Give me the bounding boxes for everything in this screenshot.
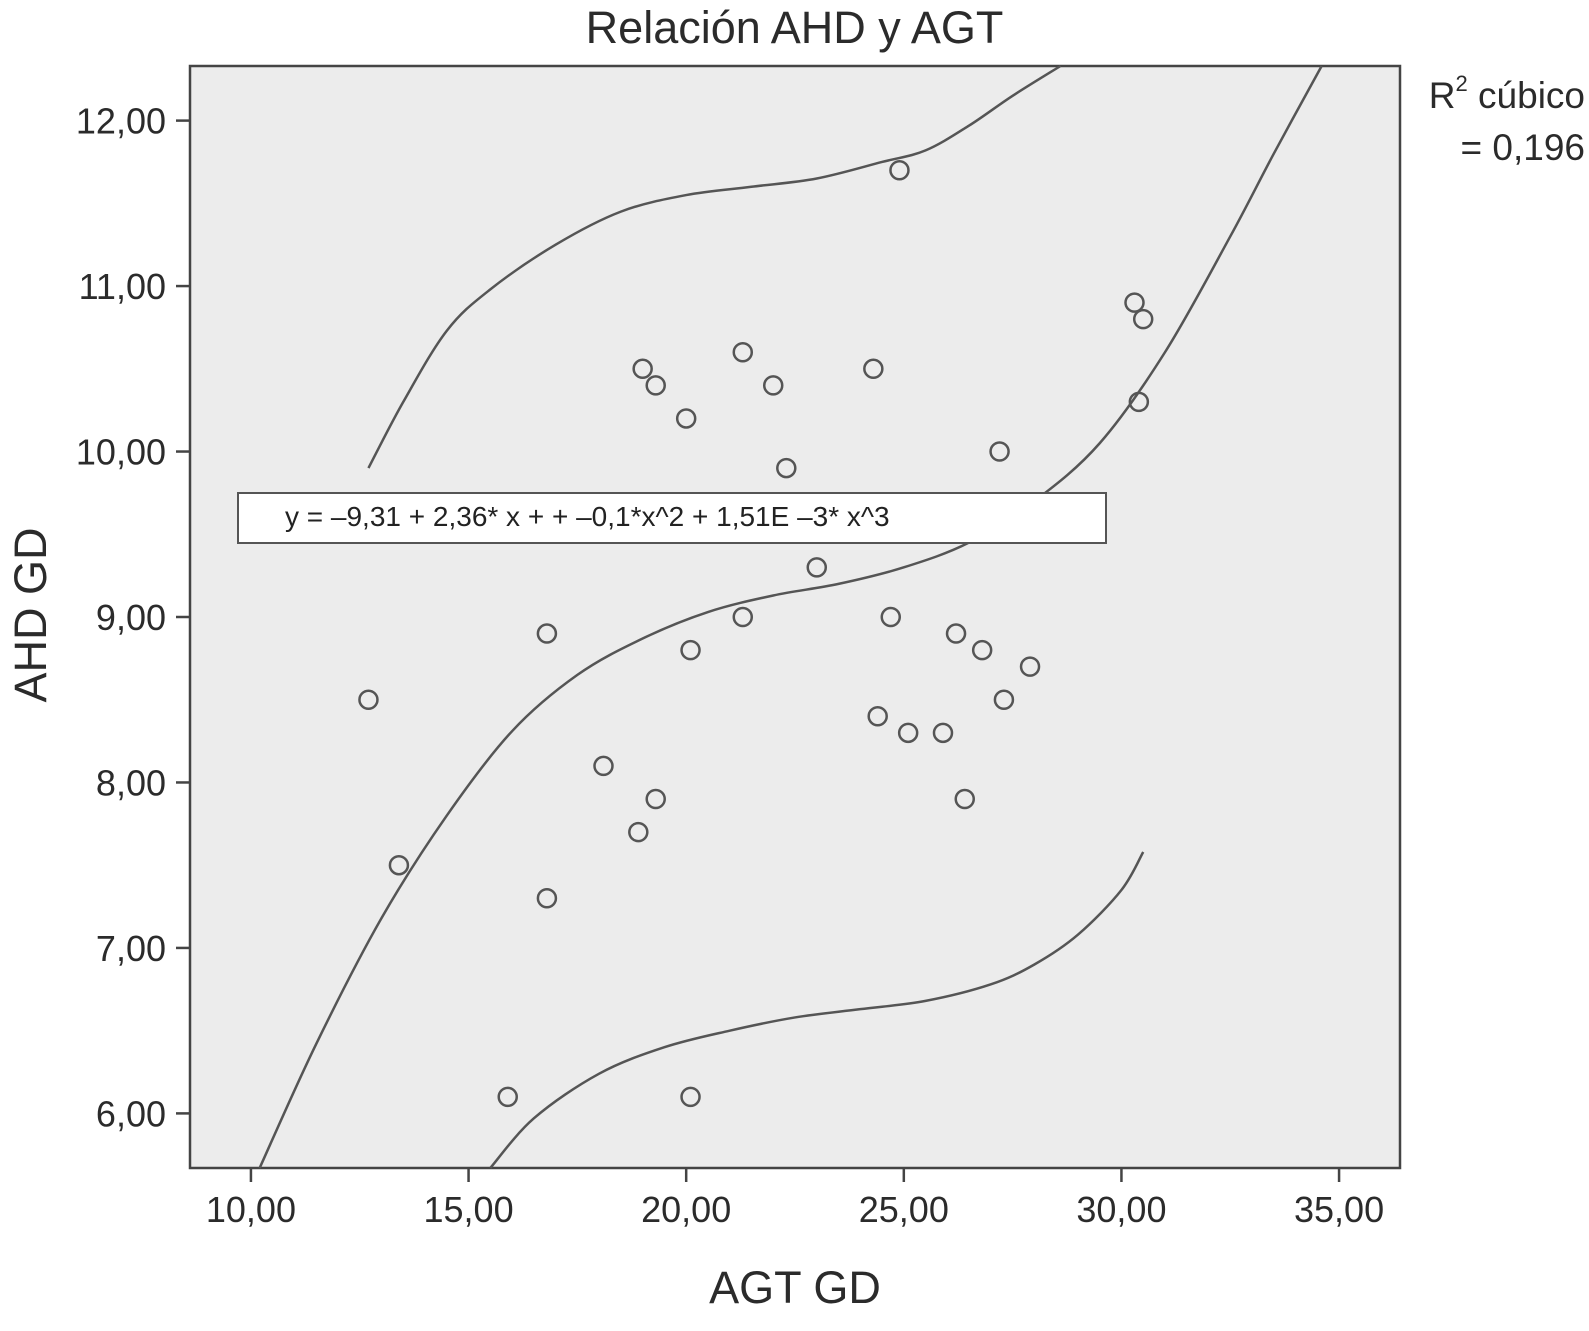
data-point bbox=[732, 606, 754, 628]
data-point bbox=[536, 623, 558, 644]
data-point bbox=[762, 375, 784, 396]
data-point bbox=[954, 788, 975, 810]
fit-curve bbox=[258, 65, 1323, 1169]
r-squared-label: R2 cúbico = 0,196 bbox=[1429, 70, 1585, 174]
x-tick-label: 20,00 bbox=[641, 1189, 731, 1230]
y-tick-label: 12,00 bbox=[76, 101, 166, 142]
chart-title: Relación AHD y AGT bbox=[585, 2, 1004, 53]
r-squared-type: cúbico bbox=[1478, 75, 1585, 116]
data-point bbox=[971, 639, 993, 661]
markers-layer bbox=[358, 159, 1154, 1108]
y-tick-label: 6,00 bbox=[96, 1093, 166, 1134]
r-squared-value: = 0,196 bbox=[1460, 127, 1585, 168]
data-point bbox=[645, 375, 666, 396]
data-point bbox=[863, 358, 884, 380]
y-tick-label: 10,00 bbox=[76, 432, 166, 473]
x-axis-label: AGT GD bbox=[709, 1262, 881, 1313]
data-point bbox=[593, 755, 614, 777]
data-point bbox=[1124, 292, 1145, 313]
y-axis-label: AHD GD bbox=[5, 527, 56, 703]
y-tick-label: 8,00 bbox=[96, 762, 166, 803]
plot-area bbox=[188, 64, 1402, 1170]
data-point bbox=[680, 1086, 701, 1108]
y-tick-label: 9,00 bbox=[96, 597, 166, 638]
data-point bbox=[497, 1086, 518, 1108]
curves-layer bbox=[258, 64, 1323, 1169]
data-point bbox=[806, 557, 828, 578]
data-point bbox=[388, 854, 410, 876]
data-point bbox=[1019, 656, 1041, 677]
x-tick-label: 10,00 bbox=[206, 1189, 296, 1230]
data-point bbox=[989, 441, 1010, 462]
data-point bbox=[680, 639, 701, 661]
data-point bbox=[632, 358, 653, 380]
data-point bbox=[867, 706, 888, 727]
data-point bbox=[993, 689, 1015, 710]
x-tick-label: 30,00 bbox=[1076, 1189, 1166, 1230]
data-point bbox=[945, 623, 967, 644]
data-point bbox=[880, 606, 902, 628]
y-tick-label: 11,00 bbox=[79, 266, 166, 307]
data-point bbox=[675, 408, 697, 429]
lower-prediction-band bbox=[489, 851, 1145, 1169]
data-point bbox=[1128, 391, 1150, 413]
upper-prediction-band bbox=[367, 64, 1062, 469]
axes-layer: 10,00 15,00 20,00 25,00 30,00 35,00 6,00 7,00 8,… bbox=[76, 101, 1384, 1230]
x-tick-label: 35,00 bbox=[1294, 1189, 1384, 1230]
data-point bbox=[536, 888, 558, 909]
data-point bbox=[645, 788, 666, 810]
fit-equation-box: y = –9,31 + 2,36* x + + –0,1*x^2 + 1,51E… bbox=[237, 492, 1107, 544]
x-tick-label: 25,00 bbox=[859, 1189, 949, 1230]
data-point bbox=[628, 821, 649, 843]
y-tick-label: 7,00 bbox=[96, 928, 166, 969]
data-point bbox=[776, 457, 797, 479]
data-point bbox=[1132, 308, 1154, 330]
data-point bbox=[732, 342, 754, 363]
data-point bbox=[932, 722, 954, 744]
x-tick-label: 15,00 bbox=[424, 1189, 514, 1230]
data-point bbox=[358, 689, 379, 710]
data-point bbox=[889, 159, 910, 181]
data-point bbox=[897, 722, 919, 744]
